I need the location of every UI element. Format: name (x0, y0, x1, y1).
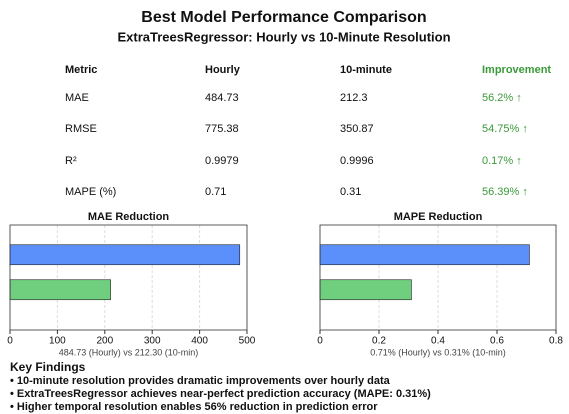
x-tick-label: 0 (7, 336, 13, 347)
chart-title: MAPE Reduction (394, 211, 483, 223)
table-cell: 0.17% ↑ (482, 155, 522, 167)
title: Best Model Performance Comparison (141, 9, 426, 26)
bar (319, 244, 530, 266)
table-cell: 350.87 (340, 123, 374, 135)
table-cell: 56.2% ↑ (482, 92, 522, 104)
x-axis-label: 484.73 (Hourly) vs 212.30 (10-min) (59, 347, 199, 357)
table-cell: 56.39% ↑ (482, 186, 528, 198)
table-cell: 0.9996 (340, 155, 374, 167)
x-tick-label: 0.6 (490, 336, 504, 347)
findings-title: Key Findings (10, 360, 86, 374)
bar (9, 244, 241, 266)
subtitle: ExtraTreesRegressor: Hourly vs 10-Minute… (117, 29, 450, 44)
table-header: 10-minute (340, 64, 392, 76)
finding: • ExtraTreesRegressor achieves near-perf… (10, 388, 431, 400)
table-header: Hourly (205, 64, 241, 76)
table-cell: 54.75% ↑ (482, 123, 528, 135)
x-axis-label: 0.71% (Hourly) vs 0.31% (10-min) (370, 347, 506, 357)
table-cell: MAPE (%) (65, 186, 116, 198)
x-tick-label: 100 (49, 336, 66, 347)
x-tick-label: 0.4 (431, 336, 445, 347)
bar (319, 279, 412, 301)
x-tick-label: 0.8 (549, 336, 563, 347)
axes-frame (9, 224, 248, 331)
x-tick-label: 0 (317, 336, 323, 347)
x-tick-label: 200 (96, 336, 113, 347)
table-cell: MAE (65, 92, 89, 104)
finding: • Higher temporal resolution enables 56%… (10, 401, 378, 413)
finding: • 10-minute resolution provides dramatic… (10, 375, 391, 387)
table-cell: 0.9979 (205, 155, 239, 167)
table-cell: 0.71 (205, 186, 226, 198)
table-header: Improvement (482, 64, 551, 76)
table-cell: 212.3 (340, 92, 368, 104)
x-tick-label: 400 (191, 336, 208, 347)
table-cell: RMSE (65, 123, 97, 135)
bar (9, 279, 111, 301)
axes-frame (319, 224, 557, 331)
x-tick-label: 300 (144, 336, 161, 347)
x-tick-label: 0.2 (372, 336, 386, 347)
chart-title: MAE Reduction (88, 211, 170, 223)
table-cell: 0.31 (340, 186, 361, 198)
table-cell: R² (65, 155, 77, 167)
x-tick-label: 500 (239, 336, 256, 347)
table-header: Metric (65, 64, 97, 76)
table-cell: 484.73 (205, 92, 239, 104)
table-cell: 775.38 (205, 123, 239, 135)
